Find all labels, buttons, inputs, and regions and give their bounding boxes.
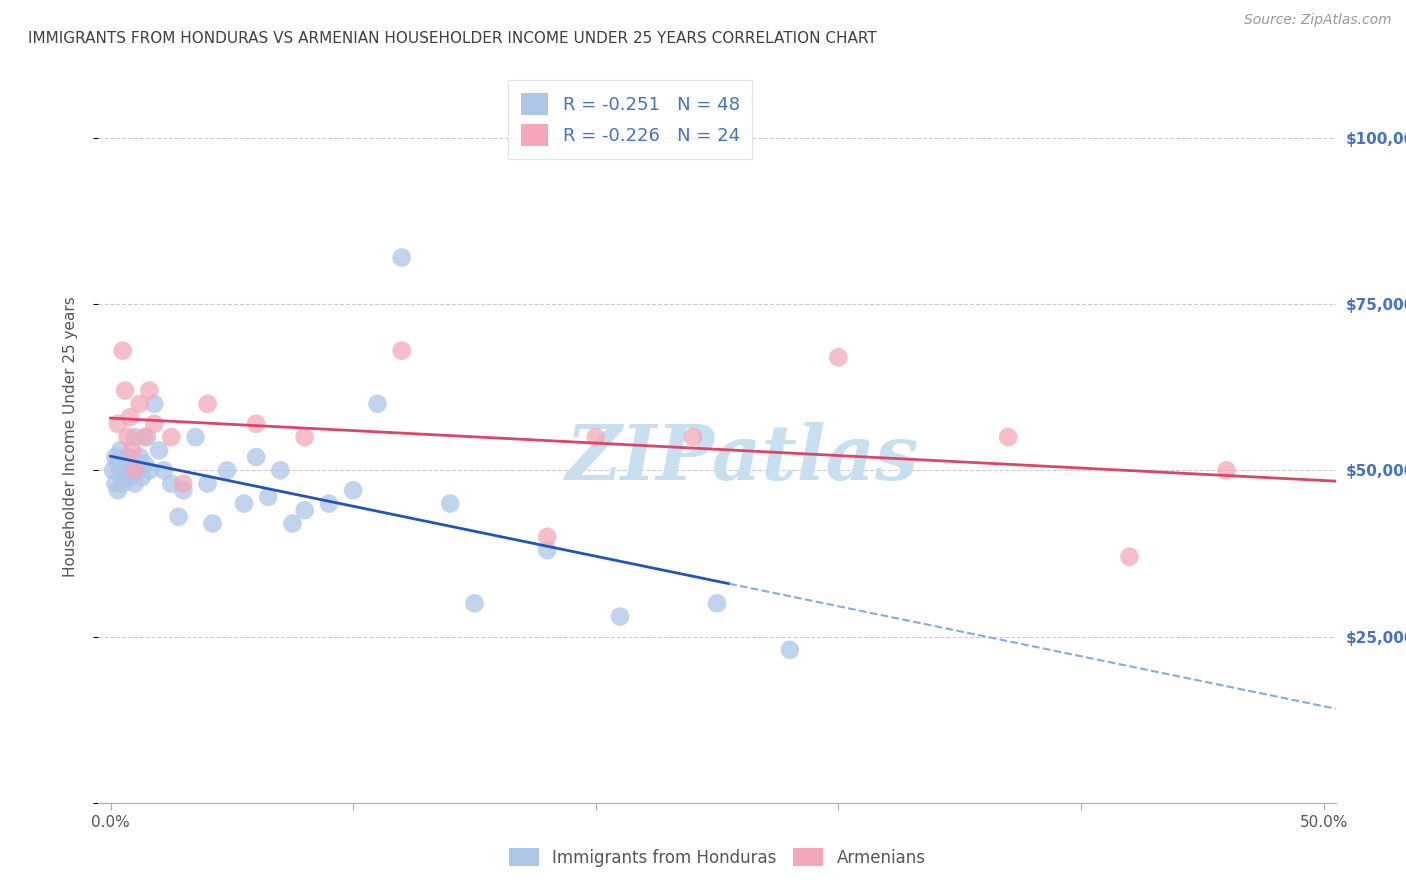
Point xyxy=(342,483,364,498)
Point xyxy=(172,483,194,498)
Point xyxy=(127,463,149,477)
Point xyxy=(201,516,224,531)
Text: ZIPatlas: ZIPatlas xyxy=(565,422,918,496)
Point xyxy=(160,476,183,491)
Point xyxy=(104,450,127,464)
Point xyxy=(117,430,139,444)
Point xyxy=(148,443,170,458)
Point xyxy=(107,417,129,431)
Point xyxy=(134,430,156,444)
Point xyxy=(463,596,485,610)
Point xyxy=(138,384,160,398)
Point xyxy=(439,497,461,511)
Point xyxy=(1215,463,1237,477)
Point xyxy=(121,443,143,458)
Point xyxy=(682,430,704,444)
Point xyxy=(128,397,150,411)
Point xyxy=(143,397,166,411)
Point xyxy=(706,596,728,610)
Point xyxy=(167,509,190,524)
Point xyxy=(391,343,413,358)
Point xyxy=(134,457,156,471)
Point xyxy=(131,470,153,484)
Point xyxy=(779,643,801,657)
Point xyxy=(117,450,139,464)
Point xyxy=(257,490,280,504)
Point xyxy=(245,417,267,431)
Point xyxy=(101,463,124,477)
Point xyxy=(245,450,267,464)
Point xyxy=(128,450,150,464)
Point xyxy=(124,430,146,444)
Y-axis label: Householder Income Under 25 years: Householder Income Under 25 years xyxy=(63,297,77,577)
Point xyxy=(118,410,141,425)
Point xyxy=(160,430,183,444)
Text: Source: ZipAtlas.com: Source: ZipAtlas.com xyxy=(1244,13,1392,28)
Point xyxy=(111,343,134,358)
Point xyxy=(197,476,219,491)
Point xyxy=(114,384,136,398)
Point xyxy=(114,457,136,471)
Point xyxy=(281,516,304,531)
Point xyxy=(104,476,127,491)
Point xyxy=(110,443,132,458)
Text: IMMIGRANTS FROM HONDURAS VS ARMENIAN HOUSEHOLDER INCOME UNDER 25 YEARS CORRELATI: IMMIGRANTS FROM HONDURAS VS ARMENIAN HOU… xyxy=(28,31,877,46)
Point xyxy=(585,430,607,444)
Point xyxy=(318,497,340,511)
Point xyxy=(136,430,159,444)
Point xyxy=(391,251,413,265)
Point xyxy=(294,503,316,517)
Point xyxy=(111,476,134,491)
Point xyxy=(143,417,166,431)
Point xyxy=(294,430,316,444)
Point xyxy=(153,463,176,477)
Point xyxy=(536,530,558,544)
Point xyxy=(124,463,146,477)
Point xyxy=(827,351,849,365)
Point xyxy=(197,397,219,411)
Point xyxy=(536,543,558,558)
Point xyxy=(121,463,143,477)
Point xyxy=(114,463,136,477)
Point xyxy=(269,463,291,477)
Legend: Immigrants from Honduras, Armenians: Immigrants from Honduras, Armenians xyxy=(501,840,934,875)
Point xyxy=(138,463,160,477)
Point xyxy=(172,476,194,491)
Point xyxy=(233,497,256,511)
Point xyxy=(107,483,129,498)
Point xyxy=(118,470,141,484)
Point xyxy=(110,463,132,477)
Point xyxy=(215,463,238,477)
Point xyxy=(184,430,207,444)
Point xyxy=(107,457,129,471)
Point xyxy=(366,397,388,411)
Point xyxy=(609,609,631,624)
Point xyxy=(997,430,1019,444)
Point xyxy=(1118,549,1140,564)
Point xyxy=(124,476,146,491)
Point xyxy=(111,470,134,484)
